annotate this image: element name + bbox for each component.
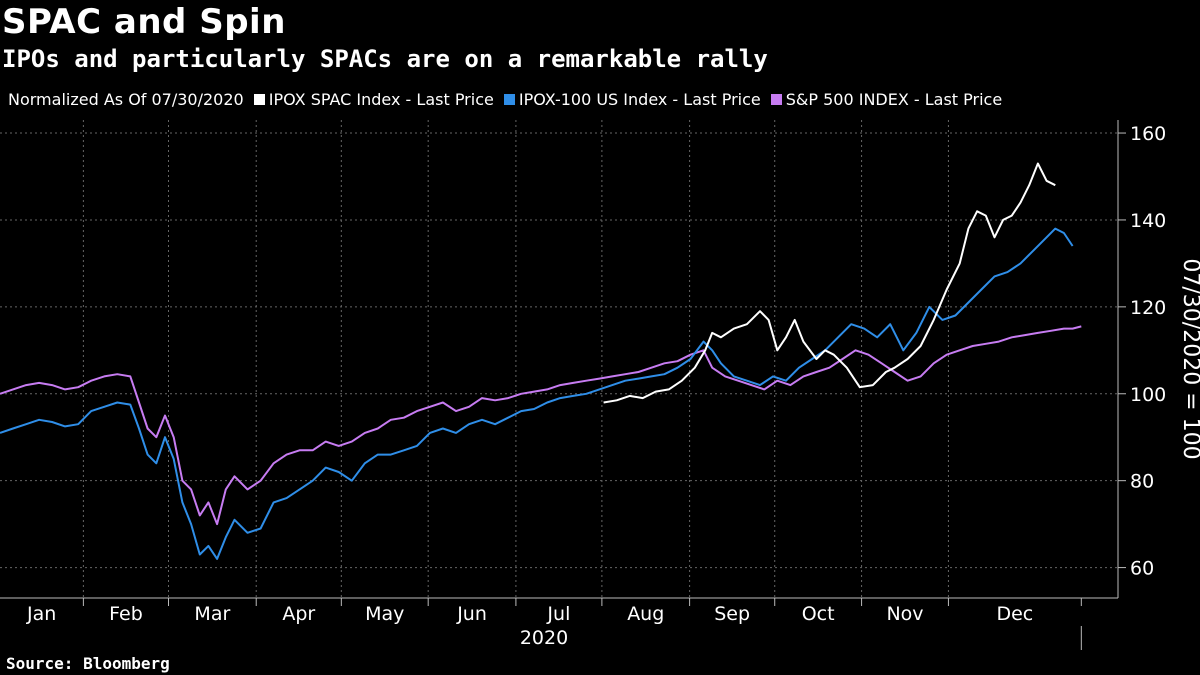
legend-item-sp500: S&P 500 INDEX - Last Price	[770, 90, 1003, 109]
legend-label-sp500: S&P 500 INDEX - Last Price	[785, 90, 1003, 109]
y-tick-label: 60	[1130, 558, 1154, 580]
legend-swatch-ipox-spac	[253, 94, 265, 105]
x-month-label: Jun	[456, 603, 487, 625]
x-month-label: Mar	[194, 603, 230, 625]
chart-subtitle: IPOs and particularly SPACs are on a rem…	[2, 45, 768, 73]
legend-normalization-note: Normalized As Of 07/30/2020	[8, 90, 244, 109]
legend: Normalized As Of 07/30/2020 IPOX SPAC In…	[8, 90, 1012, 109]
x-month-label: Dec	[996, 603, 1033, 625]
axis-labels: 60 80 100 120 140 160 Jan Feb Mar Apr May Jun Jul Aug…	[26, 123, 1200, 649]
source-note: Source: Bloomberg	[6, 654, 170, 673]
grid-lines	[0, 120, 1118, 598]
x-month-label: Aug	[627, 603, 664, 625]
series-line-0	[603, 162, 1056, 404]
y-axis-title: 07/30/2020 = 100	[1178, 258, 1200, 459]
legend-swatch-sp500	[770, 94, 782, 105]
series-lines	[0, 162, 1082, 560]
y-tick-label: 120	[1130, 297, 1166, 319]
x-year-label: 2020	[520, 627, 568, 649]
legend-item-ipox-spac: IPOX SPAC Index - Last Price	[253, 90, 494, 109]
legend-item-ipox-100: IPOX-100 US Index - Last Price	[503, 90, 761, 109]
legend-label-ipox-spac: IPOX SPAC Index - Last Price	[268, 90, 494, 109]
x-month-label: Jan	[26, 603, 56, 625]
x-month-label: May	[365, 603, 404, 625]
x-month-label: Jul	[546, 603, 570, 625]
x-month-label: Nov	[886, 603, 923, 625]
y-tick-label: 160	[1130, 123, 1166, 145]
y-tick-label: 140	[1130, 210, 1166, 232]
x-month-label: Sep	[714, 603, 750, 625]
legend-swatch-ipox-100	[503, 94, 515, 105]
series-line-1	[0, 227, 1074, 560]
y-tick-label: 80	[1130, 471, 1154, 493]
x-month-label: Apr	[282, 603, 315, 625]
y-tick-label: 100	[1130, 384, 1166, 406]
x-month-label: Feb	[109, 603, 143, 625]
axes	[0, 120, 1126, 650]
series-line-2	[0, 325, 1082, 526]
legend-label-ipox-100: IPOX-100 US Index - Last Price	[518, 90, 761, 109]
x-month-label: Oct	[802, 603, 835, 625]
chart-title: SPAC and Spin	[2, 2, 286, 42]
